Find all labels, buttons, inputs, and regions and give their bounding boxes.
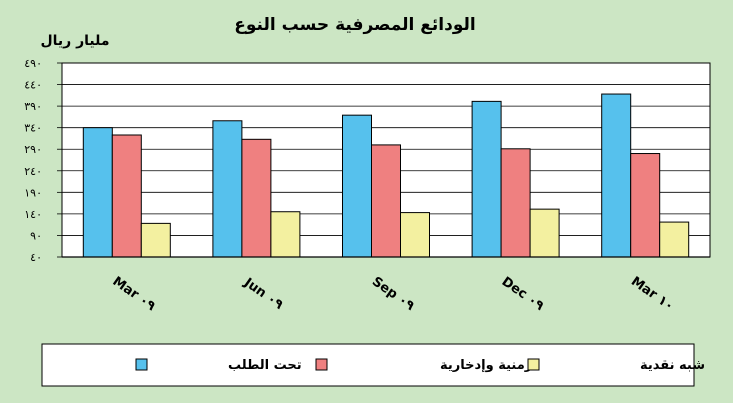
bar [82, 127, 113, 258]
legend-label: زمنية وإدخارية [440, 358, 532, 373]
chart-title: الودائع المصرفية حسب النوع [234, 15, 475, 35]
bar [659, 221, 690, 258]
legend-swatch [527, 358, 540, 371]
y-tick-label: ٣٩٠ [24, 100, 42, 113]
y-tick-label: ١٤٠ [24, 208, 42, 221]
legend-label: شبه نقدية [640, 358, 705, 373]
bar [400, 212, 430, 258]
bar [342, 114, 372, 258]
bar [270, 211, 301, 258]
bar [500, 148, 531, 258]
legend: تحت الطلب زمنية وإدخارية شبه نقدية [135, 358, 705, 373]
y-tick-label: ٣٤٠ [24, 122, 42, 135]
bar [471, 100, 502, 258]
y-axis-unit-label: مليار ريال [40, 33, 109, 49]
y-tick-label: ٤٩٠ [24, 57, 42, 70]
bar [630, 153, 661, 258]
y-tick-label: ٩٠ [30, 229, 42, 242]
bar [241, 138, 272, 258]
x-tick-label: Sep ٠٩ [369, 274, 417, 314]
y-tick-label: ٢٤٠ [24, 165, 42, 178]
x-tick-label: Mar ٠٩ [110, 274, 158, 314]
legend-swatch [135, 358, 148, 371]
y-tick-label: ١٩٠ [24, 186, 42, 199]
y-axis-ticks: ٤٠ ٩٠ ١٤٠ ١٩٠ ٢٤٠ ٢٩٠ ٣٤٠ ٣٩٠ ٤٤٠ ٤٩٠ [24, 57, 62, 264]
bar [601, 93, 632, 258]
bar [212, 120, 243, 258]
legend-box [41, 343, 695, 387]
x-axis-ticks: Mar ٠٩ Jun ٠٩ Sep ٠٩ Dec ٠٩ Mar ١٠ [110, 274, 677, 314]
bar [140, 222, 171, 258]
x-tick-label: Dec ٠٩ [499, 274, 547, 314]
bars-group [62, 93, 710, 258]
bar [529, 208, 560, 258]
x-tick-label: Jun ٠٩ [240, 275, 285, 313]
y-tick-label: ٤٠ [30, 251, 42, 264]
y-tick-label: ٢٩٠ [24, 143, 42, 156]
legend-label: تحت الطلب [228, 358, 302, 373]
bar [111, 134, 142, 258]
legend-swatch [315, 358, 328, 371]
y-tick-label: ٤٤٠ [24, 79, 42, 92]
x-tick-label: Mar ١٠ [628, 274, 676, 314]
bar [371, 144, 401, 258]
